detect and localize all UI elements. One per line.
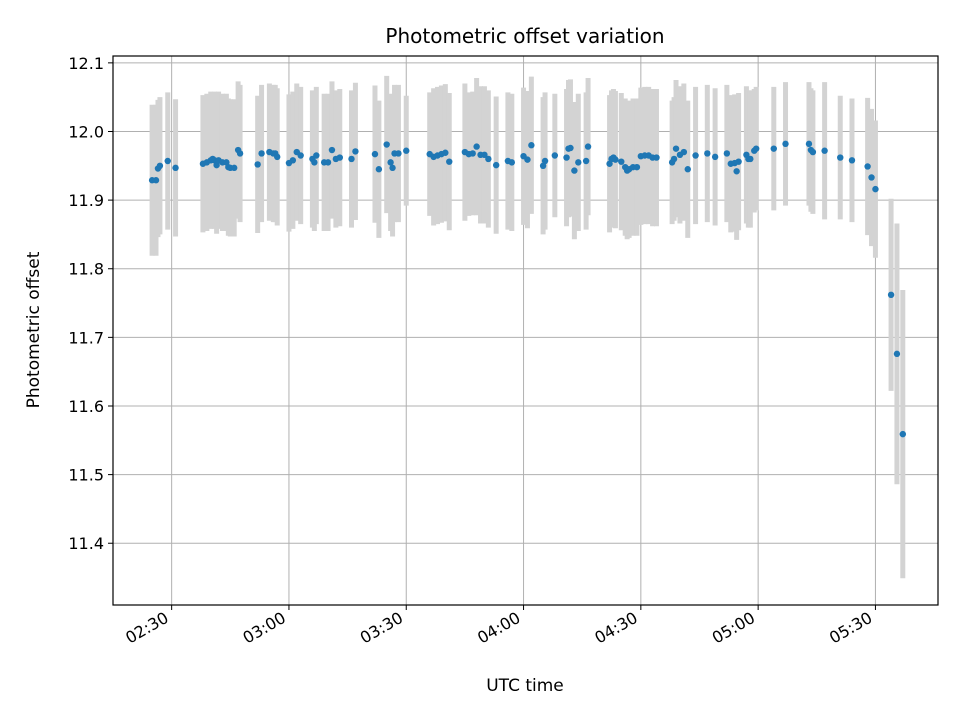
data-point: [254, 161, 261, 168]
data-point: [747, 155, 754, 163]
data-point: [723, 150, 731, 157]
data-point: [692, 152, 699, 159]
data-point: [383, 141, 390, 148]
y-tick-label: 12.0: [68, 122, 104, 141]
data-point: [612, 156, 619, 163]
data-point: [821, 147, 828, 154]
data-point: [375, 166, 383, 173]
y-tick-label: 11.6: [68, 397, 104, 416]
data-point: [164, 157, 171, 165]
data-point: [582, 157, 590, 165]
data-point: [584, 143, 592, 150]
data-point: [684, 166, 691, 173]
y-tick-label: 11.5: [68, 466, 104, 485]
data-point: [485, 155, 492, 163]
data-point: [524, 156, 531, 163]
data-point: [782, 140, 789, 148]
data-point: [541, 157, 549, 165]
data-point: [223, 159, 230, 166]
y-tick-label: 11.4: [68, 534, 104, 553]
data-point: [711, 153, 719, 161]
y-tick-label: 11.8: [68, 260, 104, 279]
data-point: [551, 152, 559, 159]
data-point: [389, 164, 396, 172]
data-point: [336, 154, 343, 161]
data-point: [274, 153, 281, 161]
data-point: [258, 150, 265, 157]
data-point: [752, 145, 760, 152]
data-point: [446, 158, 453, 165]
data-point: [567, 144, 574, 152]
data-point: [324, 159, 332, 166]
data-point: [395, 150, 402, 157]
data-point: [563, 154, 570, 161]
data-point: [156, 162, 164, 169]
data-point: [653, 154, 660, 161]
data-point: [352, 148, 359, 155]
x-axis-label: UTC time: [486, 676, 564, 696]
data-point: [348, 155, 355, 163]
plot-frame: [112, 55, 939, 606]
data-point: [606, 160, 613, 167]
data-point: [528, 142, 535, 149]
data-point: [571, 167, 578, 174]
data-point: [770, 145, 777, 152]
y-tick-label: 11.7: [68, 328, 104, 347]
data-point: [313, 152, 320, 159]
data-point: [231, 164, 238, 172]
y-tick-label: 12.1: [68, 54, 104, 73]
data-point: [403, 147, 410, 154]
chart-title: Photometric offset variation: [385, 24, 664, 48]
data-point: [733, 168, 740, 175]
data-point: [864, 163, 871, 170]
data-point: [371, 150, 379, 158]
data-point: [680, 148, 688, 156]
data-point: [492, 161, 500, 169]
data-point: [899, 430, 907, 438]
data-point: [848, 157, 856, 164]
data-point: [672, 145, 680, 152]
data-point: [481, 151, 488, 159]
data-point: [311, 159, 318, 166]
y-tick-label: 11.9: [68, 191, 104, 210]
data-point: [172, 164, 179, 172]
data-point: [442, 149, 449, 156]
data-point: [868, 174, 875, 181]
data-point: [805, 140, 813, 148]
data-point: [575, 159, 582, 166]
data-point: [887, 291, 895, 299]
data-point: [670, 155, 678, 163]
data-point: [508, 159, 516, 166]
data-point: [893, 350, 901, 358]
data-point: [289, 157, 297, 164]
data-point: [618, 158, 625, 165]
y-axis-label: Photometric offset: [24, 251, 44, 408]
data-point: [297, 152, 304, 159]
data-point: [704, 150, 711, 157]
data-point: [469, 150, 476, 157]
data-point: [236, 150, 244, 157]
data-points: [148, 140, 907, 438]
data-point: [872, 185, 879, 193]
data-point: [633, 163, 641, 171]
data-point: [735, 158, 742, 165]
data-point: [152, 177, 160, 184]
data-point: [328, 146, 336, 154]
data-point: [387, 159, 394, 166]
data-point: [213, 161, 220, 169]
data-point: [539, 162, 547, 169]
data-point: [837, 154, 844, 161]
y-axis: 11.4 11.5 11.6 11.7 11.8 11.9 12.0 12.1: [68, 54, 113, 553]
data-point: [473, 143, 480, 150]
data-point: [809, 148, 817, 156]
